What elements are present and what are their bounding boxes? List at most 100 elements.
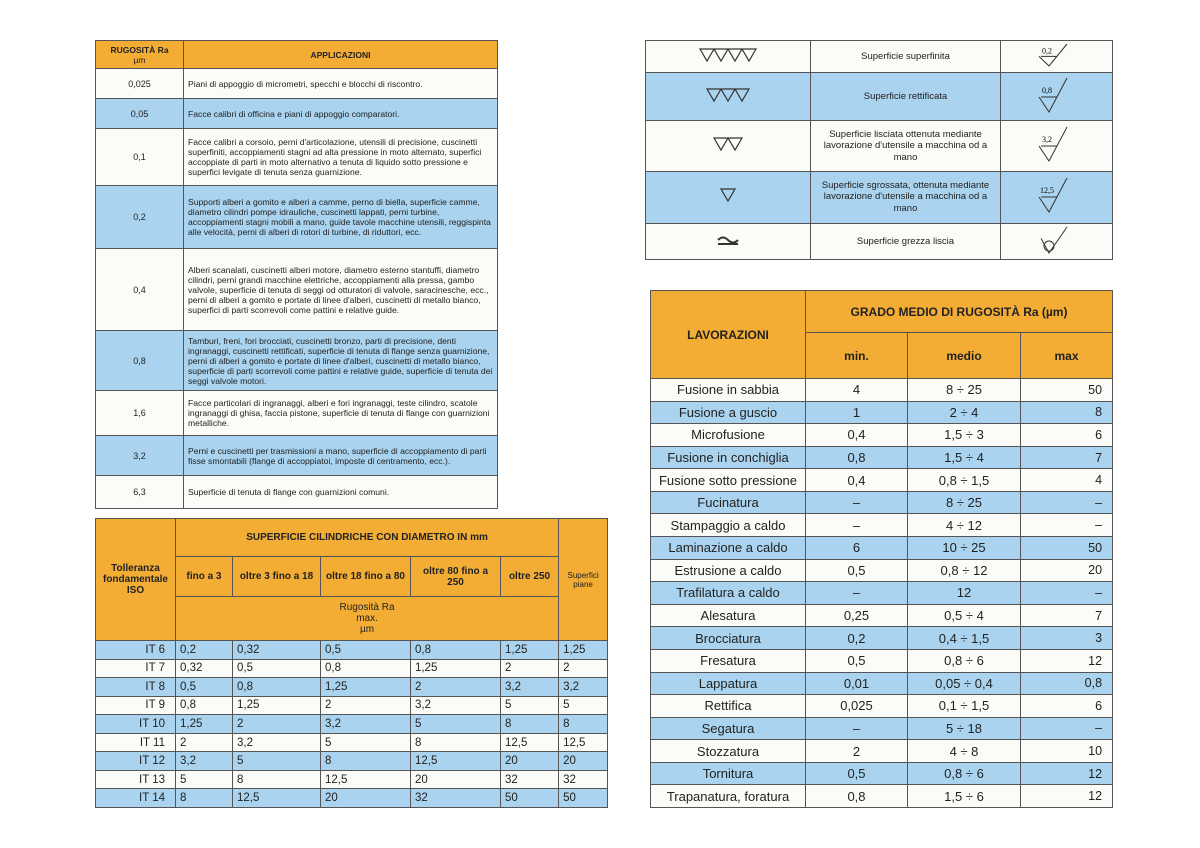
roughness-symbol: 12,5 — [1038, 178, 1067, 214]
table-row: IT 13 5 8 12,5 20 32 32 — [95, 769, 609, 790]
table-row: Superficie grezza liscia — [645, 222, 1113, 261]
roughness-cell: 3,2 — [95, 435, 184, 476]
value-cell: 32 — [558, 769, 609, 790]
column-header: oltre 18 fino a 80 — [320, 556, 411, 597]
surface-symbol — [717, 236, 739, 245]
table-row: 0,4 Alberi scanalati, cuscinetti alberi m… — [95, 248, 498, 331]
table-row: 1,6 Facce particolari di ingranaggi, albe… — [95, 390, 498, 436]
process-cell: Fusione sotto pressione — [650, 468, 806, 492]
table-row: Rettifica 0,025 0,1 ÷ 1,5 6 — [650, 694, 1114, 718]
header-text: µm — [133, 54, 146, 65]
value-cell: 0,32 — [175, 658, 233, 679]
column-header: oltre 3 fino a 18 — [232, 556, 321, 597]
value-cell: 0,025 — [805, 694, 908, 718]
value-cell: 6 — [1019, 694, 1114, 718]
table-row: 0,8 Tamburi, freni, fori brocciati, cusci… — [95, 330, 498, 391]
application-cell: Superficie di tenuta di flange con guarn… — [183, 475, 498, 509]
value-cell: – — [1019, 716, 1114, 741]
value-cell: 8 — [410, 732, 501, 753]
table-row: 0,025 Piani di appoggio di micrometri, sp… — [95, 68, 498, 99]
process-cell: Fresatura — [650, 648, 806, 673]
value-cell: 0,5 — [805, 648, 908, 673]
value-cell: 6 — [805, 536, 908, 560]
value-cell: 0,5 — [805, 761, 908, 786]
roughness-symbol-cell: 12,5 — [1000, 170, 1113, 224]
value-cell: 0,8 — [320, 658, 411, 679]
value-cell: 2 — [320, 695, 411, 716]
table-row: IT 6 0,2 0,32 0,5 0,8 1,25 1,25 — [95, 640, 609, 660]
value-cell: 0,8 — [805, 445, 908, 470]
value-cell: 12,5 — [232, 788, 321, 808]
value-cell: 1,25 — [320, 677, 411, 697]
value-cell: 8 — [499, 714, 560, 734]
description-cell: Superficie lisciata ottenuta mediante la… — [810, 120, 1001, 172]
table-row: Segatura –5 ÷ 18– — [650, 716, 1114, 741]
surface-symbols-table: Superficie superfinita 0,2 Superficie rett… — [645, 39, 1113, 261]
value-cell: 1,25 — [175, 714, 233, 734]
application-cell: Supporti alberi a gomito e alberi a camm… — [183, 185, 498, 249]
value-cell: 3 — [1019, 626, 1114, 650]
process-cell: Estrusione a caldo — [650, 558, 806, 583]
roughness-symbol-cell — [1000, 222, 1113, 261]
roughness-label: 12,5 — [1040, 186, 1054, 195]
value-cell: 8 — [320, 751, 411, 771]
process-cell: Fusione in conchiglia — [650, 445, 806, 470]
value-cell: 1,25 — [410, 658, 501, 679]
table-row: Trafilatura a caldo –12– — [650, 581, 1114, 605]
value-cell: 0,8 — [805, 784, 908, 808]
table-row: IT 12 3,2 5 8 12,5 20 20 — [95, 751, 609, 771]
header-row: RUGOSITÀ Ra µm APPLICAZIONI — [95, 40, 498, 69]
grade-cell: IT 13 — [95, 769, 176, 790]
table-row: 0,05 Facce calibri di officina e piani di… — [95, 98, 498, 129]
value-cell: 3,2 — [175, 751, 233, 771]
table-row: Fresatura 0,5 0,8 ÷ 6 12 — [650, 648, 1114, 673]
roughness-symbol-cell: 3,2 — [1000, 120, 1113, 172]
process-cell: Fucinatura — [650, 490, 806, 515]
roughness-cell: 0,4 — [95, 248, 184, 331]
value-cell: 2 ÷ 4 — [907, 400, 1021, 425]
value-cell: 0,8 ÷ 1,5 — [907, 468, 1021, 492]
table-row: Superficie superfinita 0,2 — [645, 39, 1113, 74]
grade-cell: IT 12 — [95, 751, 176, 771]
value-cell: – — [805, 716, 908, 741]
symbol-cell — [645, 222, 811, 261]
triangle-symbol — [719, 188, 737, 203]
check-symbol — [1038, 78, 1067, 114]
value-cell: 8 — [232, 769, 321, 790]
symbol-cell — [645, 170, 811, 224]
process-cell: Alesatura — [650, 603, 806, 628]
value-cell: 4 ÷ 8 — [907, 739, 1021, 763]
grade-cell: IT 8 — [95, 677, 176, 697]
value-cell: 20 — [1019, 558, 1114, 583]
table-row: IT 9 0,8 1,25 2 3,2 5 5 — [95, 695, 609, 716]
roughness-symbol: 0,8 — [1038, 78, 1067, 114]
process-cell: Microfusione — [650, 423, 806, 447]
value-cell: 20 — [558, 751, 609, 771]
process-cell: Trapanatura, foratura — [650, 784, 806, 808]
process-cell: Tornitura — [650, 761, 806, 786]
surface-symbol — [698, 48, 758, 63]
check-symbol — [1038, 178, 1067, 214]
value-cell: 0,8 — [410, 640, 501, 660]
value-cell: 20 — [320, 788, 411, 808]
value-cell: 2 — [232, 714, 321, 734]
value-cell: 5 ÷ 18 — [907, 716, 1021, 741]
value-cell: 8 ÷ 25 — [907, 378, 1021, 402]
header-text: max. — [356, 613, 378, 624]
value-cell: 6 — [1019, 423, 1114, 447]
roughness-symbol: 3,2 — [1038, 127, 1067, 163]
value-cell: 0,8 — [1019, 671, 1114, 696]
triangle-symbol — [698, 48, 758, 63]
description-cell: Superficie superfinita — [810, 39, 1001, 74]
value-cell: – — [1019, 490, 1114, 515]
column-header: medio — [907, 332, 1021, 379]
value-cell: 8 — [1019, 400, 1114, 425]
process-cell: Segatura — [650, 716, 806, 741]
header-text: RUGOSITÀ Ra — [110, 44, 169, 55]
value-cell: 3,2 — [320, 714, 411, 734]
grade-cell: IT 9 — [95, 695, 176, 716]
tilde-symbol — [717, 236, 739, 245]
